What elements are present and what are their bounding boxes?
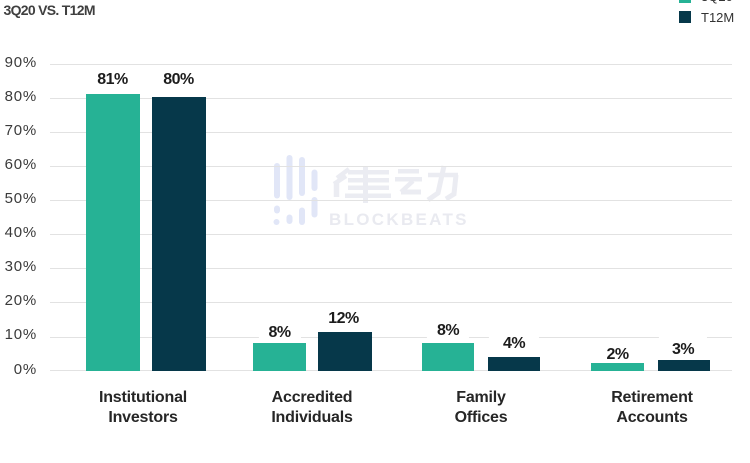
svg-text:BLOCKBEATS: BLOCKBEATS [329, 210, 469, 229]
